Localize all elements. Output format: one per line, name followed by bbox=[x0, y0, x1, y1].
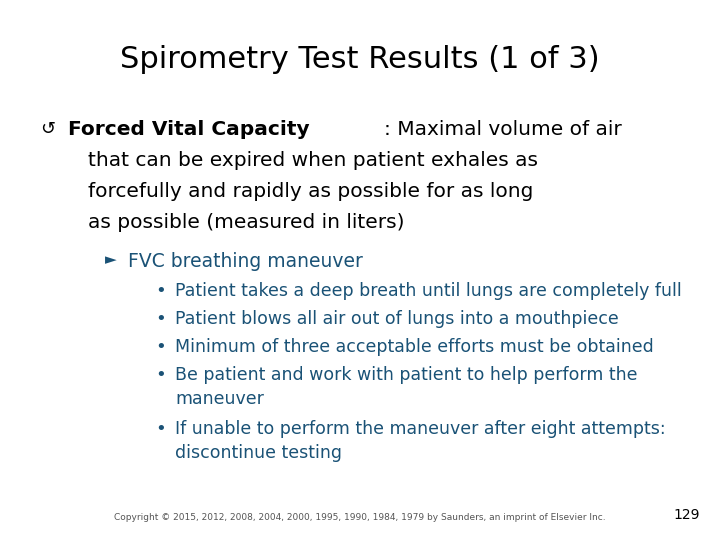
Text: Patient blows all air out of lungs into a mouthpiece: Patient blows all air out of lungs into … bbox=[175, 310, 618, 328]
Text: •: • bbox=[155, 282, 166, 300]
Text: ↺: ↺ bbox=[40, 120, 55, 138]
Text: ►: ► bbox=[105, 252, 117, 267]
Text: Be patient and work with patient to help perform the: Be patient and work with patient to help… bbox=[175, 366, 637, 384]
Text: •: • bbox=[155, 338, 166, 356]
Text: : Maximal volume of air: : Maximal volume of air bbox=[384, 120, 622, 139]
Text: Patient takes a deep breath until lungs are completely full: Patient takes a deep breath until lungs … bbox=[175, 282, 682, 300]
Text: •: • bbox=[155, 310, 166, 328]
Text: •: • bbox=[155, 420, 166, 438]
Text: Minimum of three acceptable efforts must be obtained: Minimum of three acceptable efforts must… bbox=[175, 338, 654, 356]
Text: discontinue testing: discontinue testing bbox=[175, 444, 342, 462]
Text: that can be expired when patient exhales as: that can be expired when patient exhales… bbox=[88, 151, 538, 170]
Text: Forced Vital Capacity: Forced Vital Capacity bbox=[68, 120, 310, 139]
Text: 129: 129 bbox=[673, 508, 700, 522]
Text: •: • bbox=[155, 366, 166, 384]
Text: Copyright © 2015, 2012, 2008, 2004, 2000, 1995, 1990, 1984, 1979 by Saunders, an: Copyright © 2015, 2012, 2008, 2004, 2000… bbox=[114, 513, 606, 522]
Text: Spirometry Test Results (1 of 3): Spirometry Test Results (1 of 3) bbox=[120, 45, 600, 74]
Text: FVC breathing maneuver: FVC breathing maneuver bbox=[128, 252, 363, 271]
Text: If unable to perform the maneuver after eight attempts:: If unable to perform the maneuver after … bbox=[175, 420, 665, 438]
Text: maneuver: maneuver bbox=[175, 390, 264, 408]
Text: forcefully and rapidly as possible for as long: forcefully and rapidly as possible for a… bbox=[88, 182, 534, 201]
Text: as possible (measured in liters): as possible (measured in liters) bbox=[88, 213, 405, 232]
